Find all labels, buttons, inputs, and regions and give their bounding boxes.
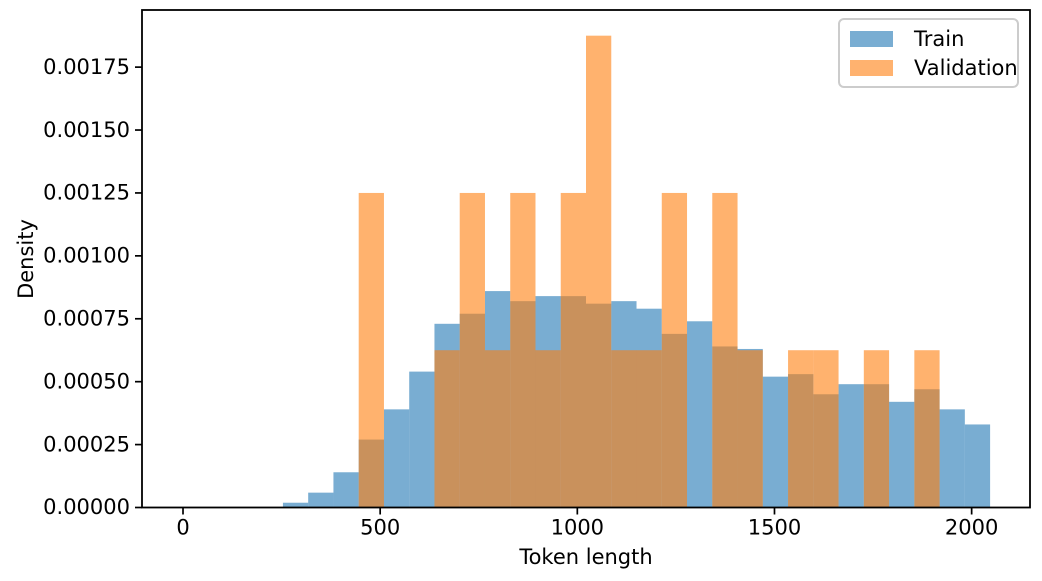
validation-bar xyxy=(535,350,561,508)
train-bar xyxy=(687,321,713,508)
train-bar xyxy=(762,376,789,508)
train-bar xyxy=(308,492,334,508)
validation-bar xyxy=(813,350,839,508)
train-bar xyxy=(939,409,965,508)
train-bar xyxy=(838,384,864,508)
validation-bar xyxy=(788,350,814,508)
legend-label-validation: Validation xyxy=(914,55,1018,80)
x-tick-label: 1500 xyxy=(748,516,801,540)
y-tick-label: 0.00175 xyxy=(43,55,130,79)
x-tick-label: 500 xyxy=(360,516,400,540)
y-tick-label: 0.00000 xyxy=(43,495,130,519)
validation-bar xyxy=(661,192,688,508)
validation-bar xyxy=(586,35,612,508)
validation-bar xyxy=(914,350,940,508)
legend: Train Validation xyxy=(838,18,1019,88)
validation-bar xyxy=(863,350,890,508)
y-tick-label: 0.00075 xyxy=(43,306,130,330)
legend-entry-validation: Validation xyxy=(850,55,1018,80)
validation-bar xyxy=(737,350,763,508)
y-axis: 0.00000 0.00025 0.00050 0.00075 0.00100 0.001… xyxy=(43,55,142,519)
validation-bar xyxy=(459,192,485,508)
train-bar xyxy=(964,424,991,508)
train-bar xyxy=(409,371,435,508)
train-swatch-icon xyxy=(850,30,893,47)
y-tick-label: 0.00100 xyxy=(43,244,130,268)
x-axis: 0 500 1000 1500 2000 xyxy=(176,507,998,540)
y-tick-label: 0.00125 xyxy=(43,181,130,205)
axes-spines xyxy=(141,9,1031,509)
legend-label-train: Train xyxy=(914,26,965,51)
x-tick-label: 1000 xyxy=(551,516,604,540)
train-bar xyxy=(333,472,359,508)
validation-bar xyxy=(434,350,460,508)
train-bar xyxy=(282,502,309,508)
validation-swatch-icon xyxy=(850,59,893,76)
legend-entry-train: Train xyxy=(850,28,1017,50)
validation-bar xyxy=(636,350,662,508)
y-tick-label: 0.00150 xyxy=(43,118,130,142)
validation-bar xyxy=(611,350,637,508)
y-tick-label: 0.00050 xyxy=(43,369,130,393)
train-bar xyxy=(889,401,915,508)
validation-bar xyxy=(510,192,536,508)
validation-bar xyxy=(712,192,738,508)
x-axis-label: Token length xyxy=(519,545,653,569)
train-bar xyxy=(383,409,410,508)
x-tick-label: 0 xyxy=(176,516,189,540)
x-tick-label: 2000 xyxy=(945,516,998,540)
y-axis-label: Density xyxy=(14,219,38,299)
y-tick-label: 0.00025 xyxy=(43,432,130,456)
validation-bar xyxy=(560,192,586,508)
validation-bar xyxy=(484,350,511,508)
validation-bars xyxy=(358,35,940,508)
validation-bar xyxy=(358,192,384,508)
